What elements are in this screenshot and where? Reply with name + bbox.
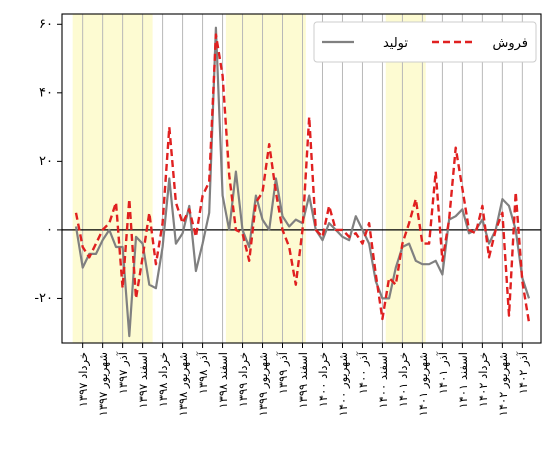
- shaded-bands: [72, 14, 426, 343]
- shaded-band: [225, 14, 306, 343]
- x-tick-label: شهریور ۱۴۰۰: [336, 352, 351, 416]
- legend-box: [313, 21, 537, 63]
- series-layer: [74, 26, 531, 338]
- x-tick-label: اسفند ۱۳۹۹: [296, 352, 310, 409]
- x-tick-label: خرداد ۱۳۹۹: [236, 352, 251, 407]
- x-tick-label: اسفند ۱۳۹۷: [136, 352, 150, 409]
- shaded-band: [385, 14, 426, 343]
- x-tick-label: خرداد ۱۴۰۱: [396, 352, 411, 407]
- x-tick-label: خرداد ۱۳۹۸: [156, 352, 171, 407]
- x-tick-label: آذر ۱۴۰۰: [356, 351, 371, 394]
- y-tick-label: -۲۰: [34, 291, 53, 306]
- x-tick-label: آذر ۱۳۹۹: [276, 351, 291, 394]
- x-tick-label: شهریور ۱۳۹۹: [256, 352, 271, 416]
- x-tick-label: شهریور ۱۳۹۸: [176, 352, 191, 416]
- x-tick-label: خرداد ۱۴۰۰: [316, 352, 331, 407]
- plot-frame: [61, 13, 542, 344]
- x-tick-label: اسفند ۱۴۰۰: [376, 352, 390, 409]
- x-tick-label: اسفند ۱۳۹۸: [216, 352, 230, 409]
- x-tick-label: آذر ۱۴۰۲: [516, 351, 531, 394]
- x-tick-label: شهریور ۱۳۹۷: [96, 352, 111, 416]
- y-tick-label: ۲۰: [39, 154, 53, 169]
- x-tick-label: خرداد ۱۴۰۲: [476, 352, 491, 407]
- x-tick-label: آذر ۱۳۹۷: [116, 351, 131, 394]
- x-tick-label: آذر ۱۴۰۱: [436, 351, 451, 394]
- vertical-gridlines: [82, 14, 523, 343]
- legend-label-series-0: تولید: [383, 36, 408, 51]
- x-tick-label: اسفند ۱۴۰۱: [456, 352, 470, 409]
- x-tick-label: شهریور ۱۴۰۱: [416, 352, 431, 416]
- y-axis: ۶۰ ۴۰ ۲۰ ۰ -۲۰: [34, 17, 62, 306]
- series-line-1: [74, 33, 531, 323]
- shaded-band: [72, 14, 153, 343]
- x-axis: خرداد ۱۳۹۷ شهریور ۱۳۹۷ آذر ۱۳۹۷ اسفند ۱۳۹۷ خ…: [76, 343, 531, 416]
- x-tick-label: شهریور ۱۴۰۲: [496, 352, 511, 416]
- x-tick-label: خرداد ۱۳۹۷: [76, 352, 91, 407]
- y-tick-label: ۴۰: [39, 85, 53, 100]
- y-tick-label: ۰: [46, 222, 53, 237]
- x-tick-label: آذر ۱۳۹۸: [196, 351, 211, 394]
- y-tick-label: ۶۰: [39, 17, 53, 32]
- legend-label-series-1: فروش: [492, 36, 528, 51]
- legend: تولید فروش: [313, 21, 537, 63]
